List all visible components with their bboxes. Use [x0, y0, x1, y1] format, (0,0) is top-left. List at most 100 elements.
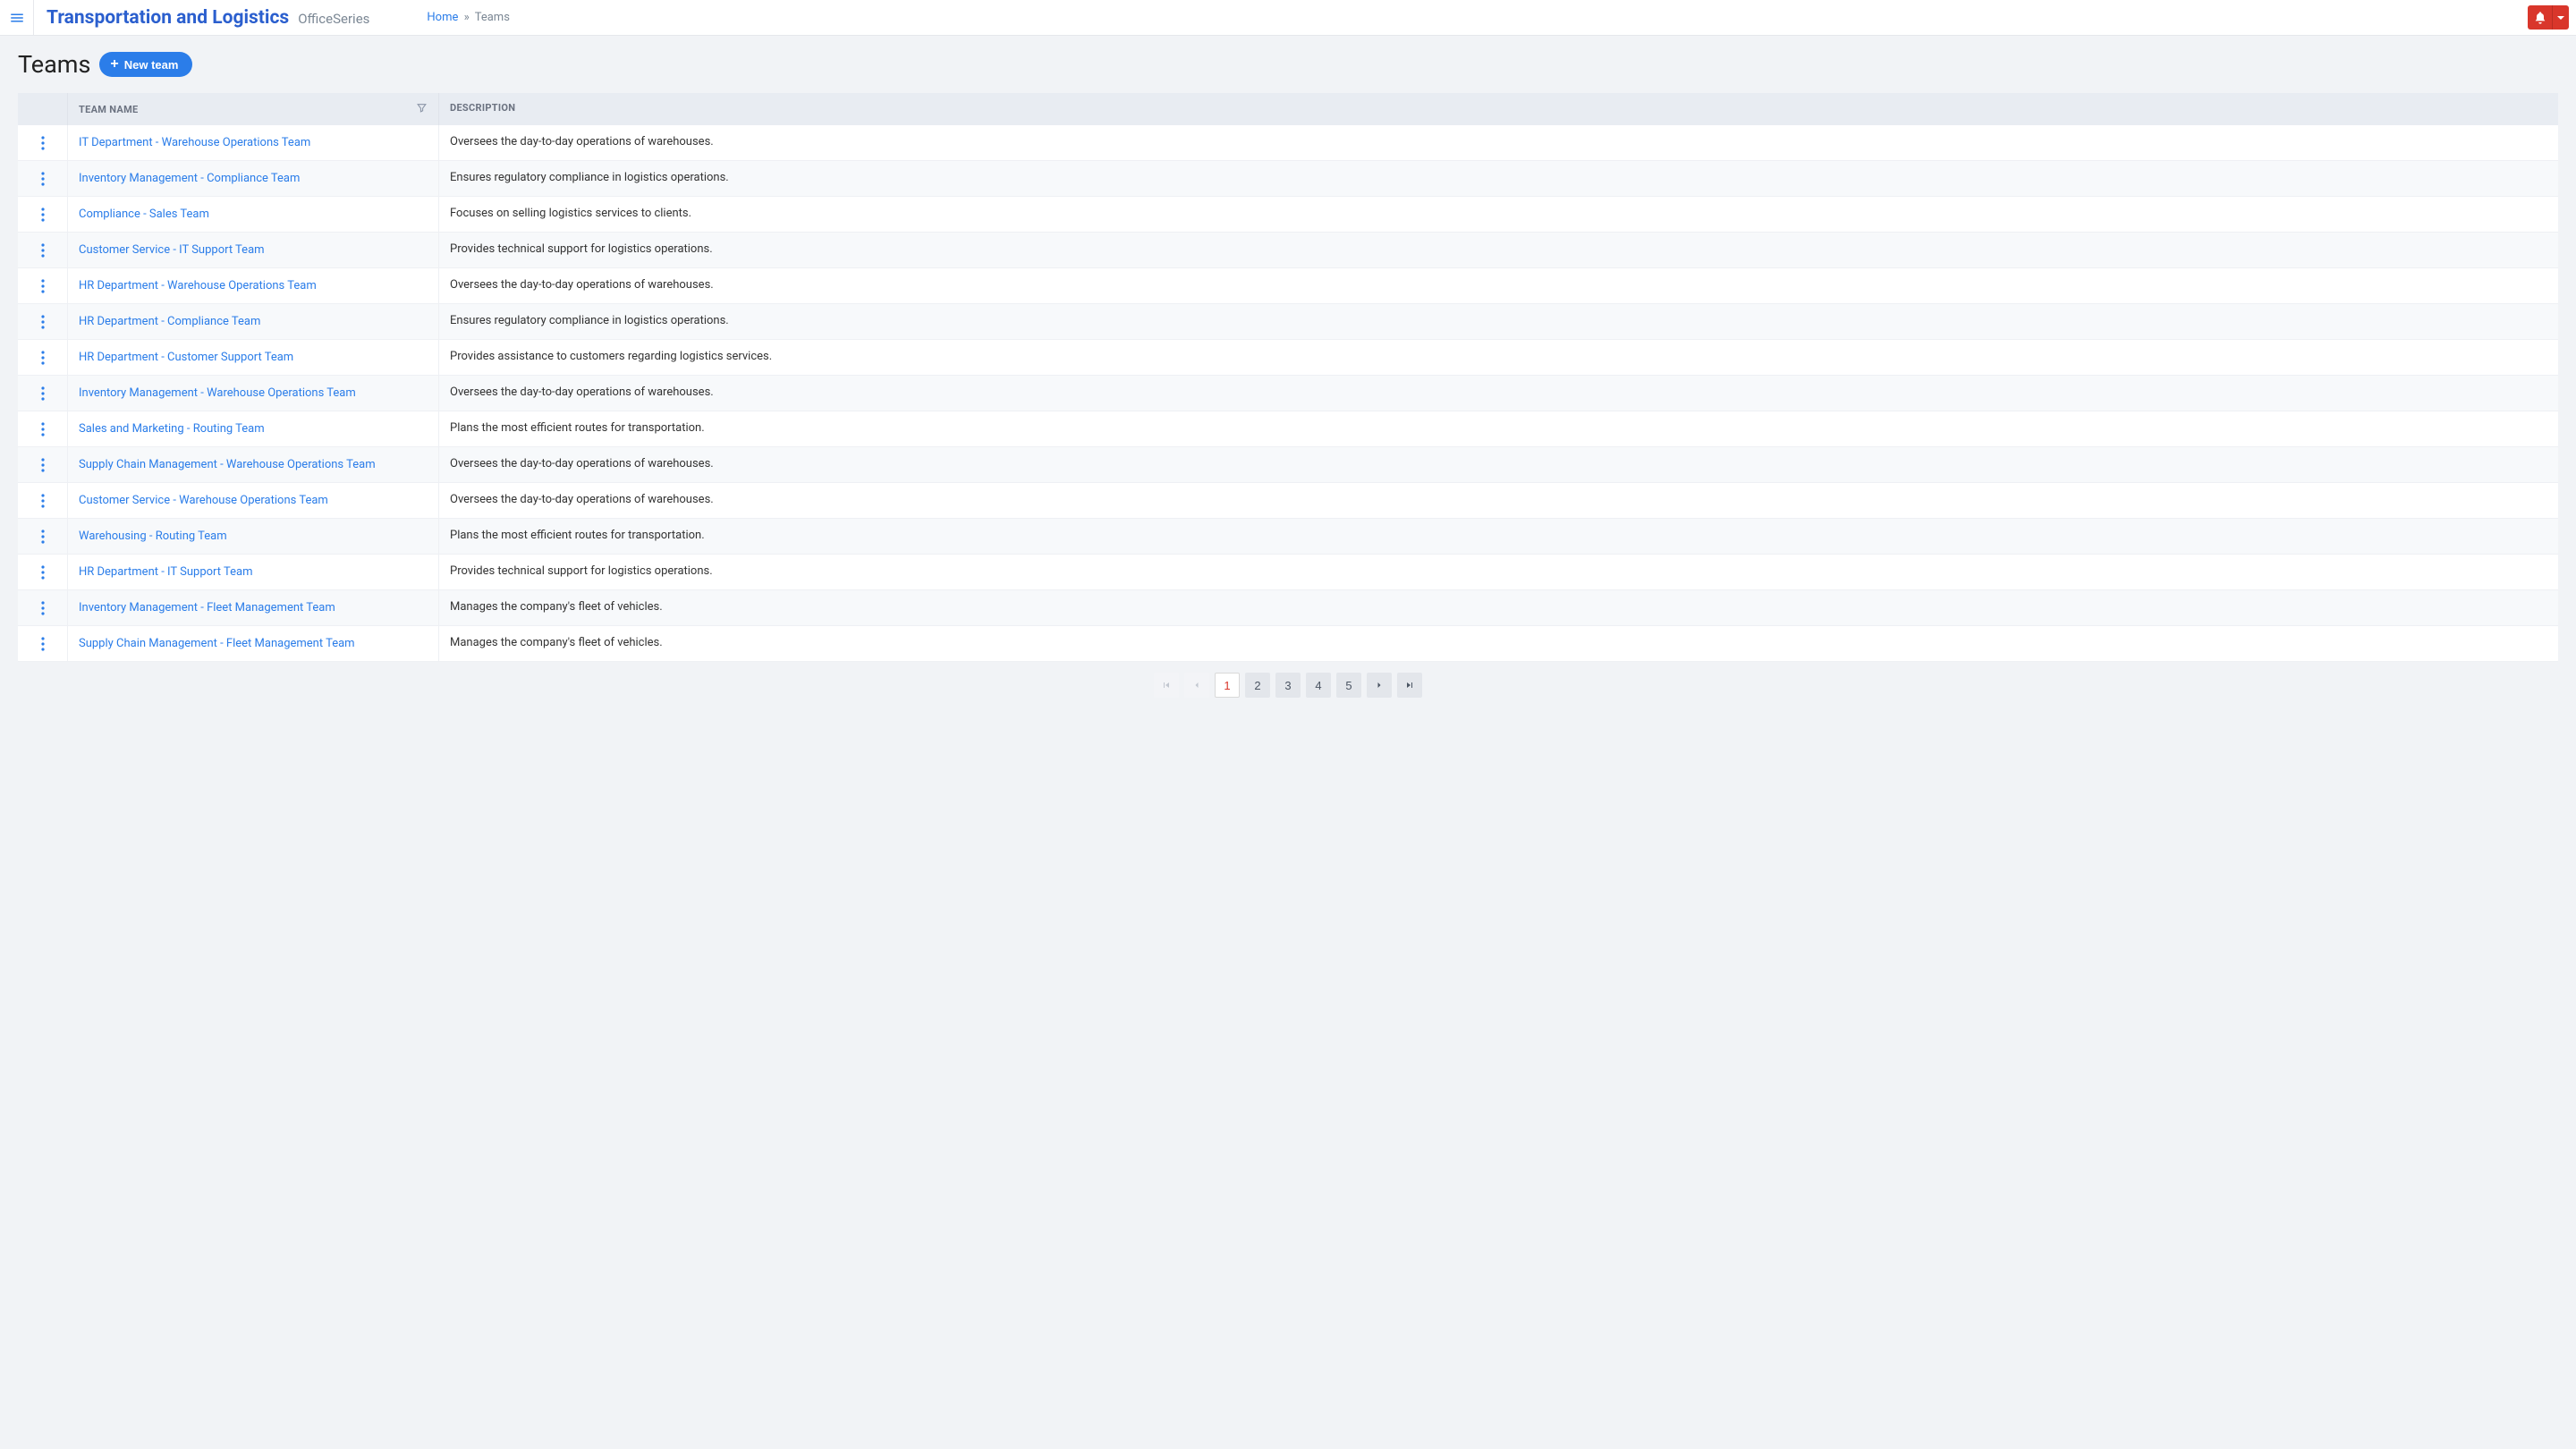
cell-team-name: Inventory Management - Warehouse Operati…: [68, 376, 439, 411]
row-actions-button[interactable]: [18, 376, 68, 411]
row-actions-button[interactable]: [18, 590, 68, 625]
page-number-button[interactable]: 1: [1215, 673, 1240, 698]
team-link[interactable]: Sales and Marketing - Routing Team: [79, 422, 265, 436]
cell-description: Ensures regulatory compliance in logisti…: [439, 304, 2558, 339]
page-last-button[interactable]: [1397, 673, 1422, 698]
page-first-button: [1154, 673, 1179, 698]
table-row: Inventory Management - Warehouse Operati…: [18, 376, 2558, 411]
col-name-header[interactable]: TEAM NAME: [68, 93, 439, 125]
table-row: Inventory Management - Compliance Team E…: [18, 161, 2558, 197]
team-link[interactable]: Compliance - Sales Team: [79, 208, 209, 221]
breadcrumb-separator: »: [464, 11, 470, 24]
plus-icon: +: [110, 57, 118, 72]
notifications-button[interactable]: [2528, 5, 2553, 30]
brand-title[interactable]: Transportation and Logistics: [47, 7, 289, 29]
topbar: Transportation and Logistics OfficeSerie…: [0, 0, 2576, 36]
hamburger-icon: [9, 10, 25, 26]
row-actions-button[interactable]: [18, 161, 68, 196]
cell-team-name: HR Department - IT Support Team: [68, 555, 439, 589]
more-vertical-icon: [41, 172, 45, 186]
cell-team-name: Sales and Marketing - Routing Team: [68, 411, 439, 446]
cell-description: Plans the most efficient routes for tran…: [439, 519, 2558, 554]
cell-description: Oversees the day-to-day operations of wa…: [439, 268, 2558, 303]
brand-subtitle: OfficeSeries: [298, 11, 369, 27]
team-link[interactable]: Inventory Management - Fleet Management …: [79, 601, 335, 614]
row-actions-button[interactable]: [18, 125, 68, 160]
team-link[interactable]: HR Department - IT Support Team: [79, 565, 252, 579]
team-link[interactable]: Supply Chain Management - Warehouse Oper…: [79, 458, 376, 471]
cell-description: Provides technical support for logistics…: [439, 555, 2558, 589]
row-actions-button[interactable]: [18, 519, 68, 554]
menu-button[interactable]: [0, 0, 34, 36]
row-actions-button[interactable]: [18, 626, 68, 661]
cell-description: Oversees the day-to-day operations of wa…: [439, 376, 2558, 411]
breadcrumb-current: Teams: [475, 11, 510, 24]
col-desc-label: DESCRIPTION: [450, 102, 515, 114]
cell-description: Oversees the day-to-day operations of wa…: [439, 125, 2558, 160]
cell-team-name: Supply Chain Management - Warehouse Oper…: [68, 447, 439, 482]
page-number-button[interactable]: 2: [1245, 673, 1270, 698]
page-next-button[interactable]: [1367, 673, 1392, 698]
new-team-label: New team: [124, 58, 179, 72]
row-actions-button[interactable]: [18, 304, 68, 339]
filter-icon: [416, 102, 428, 114]
more-vertical-icon: [41, 565, 45, 580]
bell-icon: [2533, 11, 2547, 25]
team-link[interactable]: IT Department - Warehouse Operations Tea…: [79, 136, 310, 149]
brand: Transportation and Logistics OfficeSerie…: [34, 7, 382, 29]
cell-team-name: Customer Service - IT Support Team: [68, 233, 439, 267]
topbar-right: [2528, 5, 2569, 30]
team-link[interactable]: Inventory Management - Warehouse Operati…: [79, 386, 356, 400]
cell-team-name: HR Department - Compliance Team: [68, 304, 439, 339]
team-link[interactable]: Warehousing - Routing Team: [79, 530, 227, 543]
team-link[interactable]: HR Department - Warehouse Operations Tea…: [79, 279, 317, 292]
team-link[interactable]: Customer Service - IT Support Team: [79, 243, 265, 257]
table-row: Inventory Management - Fleet Management …: [18, 590, 2558, 626]
row-actions-button[interactable]: [18, 340, 68, 375]
chevron-left-icon: [1191, 680, 1202, 691]
more-vertical-icon: [41, 315, 45, 329]
page-numbers: 12345: [1215, 673, 1361, 698]
team-link[interactable]: Inventory Management - Compliance Team: [79, 172, 300, 185]
row-actions-button[interactable]: [18, 233, 68, 267]
cell-team-name: HR Department - Customer Support Team: [68, 340, 439, 375]
table-row: Customer Service - IT Support Team Provi…: [18, 233, 2558, 268]
cell-description: Plans the most efficient routes for tran…: [439, 411, 2558, 446]
table-row: Compliance - Sales Team Focuses on selli…: [18, 197, 2558, 233]
team-link[interactable]: HR Department - Customer Support Team: [79, 351, 293, 364]
notifications-dropdown[interactable]: [2553, 5, 2569, 30]
filter-button[interactable]: [416, 102, 428, 116]
row-actions-button[interactable]: [18, 483, 68, 518]
page-number-button[interactable]: 5: [1336, 673, 1361, 698]
more-vertical-icon: [41, 386, 45, 401]
row-actions-button[interactable]: [18, 447, 68, 482]
more-vertical-icon: [41, 494, 45, 508]
breadcrumb-home[interactable]: Home: [427, 11, 458, 24]
row-actions-button[interactable]: [18, 411, 68, 446]
more-vertical-icon: [41, 637, 45, 651]
page-number-button[interactable]: 4: [1306, 673, 1331, 698]
team-link[interactable]: Supply Chain Management - Fleet Manageme…: [79, 637, 355, 650]
col-desc-header[interactable]: DESCRIPTION: [439, 93, 2558, 125]
page-number-button[interactable]: 3: [1275, 673, 1301, 698]
chevron-right-icon: [1374, 680, 1385, 691]
more-vertical-icon: [41, 458, 45, 472]
team-link[interactable]: Customer Service - Warehouse Operations …: [79, 494, 328, 507]
row-actions-button[interactable]: [18, 555, 68, 589]
row-actions-button[interactable]: [18, 268, 68, 303]
more-vertical-icon: [41, 422, 45, 436]
table-row: Warehousing - Routing Team Plans the mos…: [18, 519, 2558, 555]
table-row: Sales and Marketing - Routing Team Plans…: [18, 411, 2558, 447]
table-row: Supply Chain Management - Fleet Manageme…: [18, 626, 2558, 662]
new-team-button[interactable]: + New team: [99, 52, 192, 77]
cell-team-name: HR Department - Warehouse Operations Tea…: [68, 268, 439, 303]
table-row: Supply Chain Management - Warehouse Oper…: [18, 447, 2558, 483]
table-row: HR Department - Customer Support Team Pr…: [18, 340, 2558, 376]
team-link[interactable]: HR Department - Compliance Team: [79, 315, 260, 328]
table-row: HR Department - Compliance Team Ensures …: [18, 304, 2558, 340]
table-header: TEAM NAME DESCRIPTION: [18, 93, 2558, 125]
cell-description: Oversees the day-to-day operations of wa…: [439, 447, 2558, 482]
more-vertical-icon: [41, 279, 45, 293]
cell-description: Oversees the day-to-day operations of wa…: [439, 483, 2558, 518]
row-actions-button[interactable]: [18, 197, 68, 232]
